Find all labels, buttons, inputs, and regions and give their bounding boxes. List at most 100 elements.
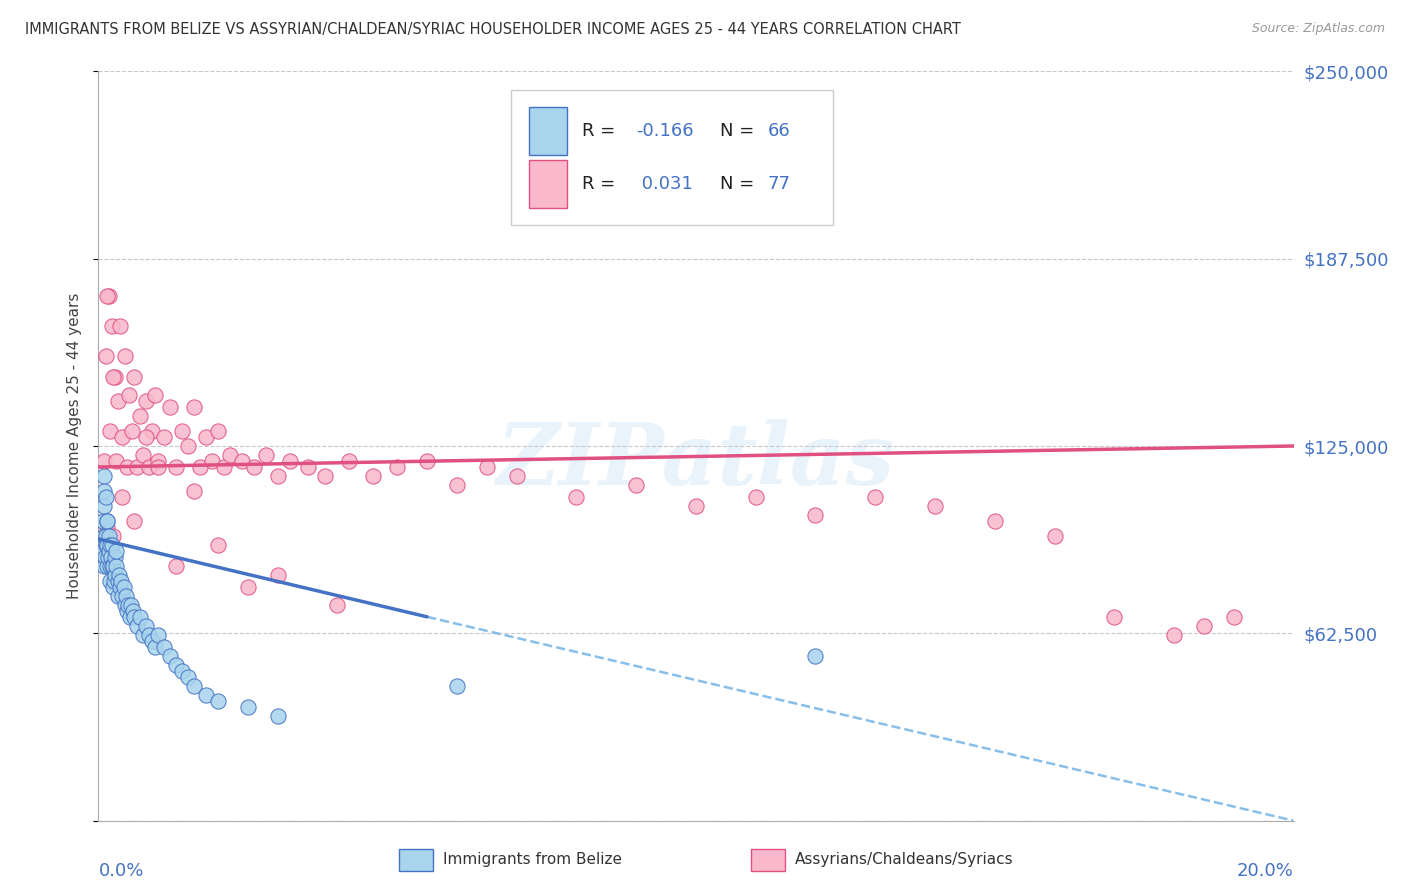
Point	[141, 424, 163, 438]
Point	[107, 589, 129, 603]
Text: Assyrians/Chaldeans/Syriacs: Assyrians/Chaldeans/Syriacs	[794, 853, 1012, 867]
Point	[267, 567, 290, 582]
Point	[104, 567, 127, 582]
Point	[143, 640, 166, 654]
Text: 66: 66	[768, 122, 790, 140]
Point	[98, 558, 121, 573]
Point	[201, 454, 224, 468]
Point	[94, 538, 117, 552]
Point	[100, 319, 122, 334]
FancyBboxPatch shape	[529, 107, 567, 155]
Point	[1192, 619, 1215, 633]
Point	[115, 460, 138, 475]
Point	[159, 648, 181, 663]
Point	[626, 478, 648, 492]
Point	[172, 664, 194, 678]
Point	[107, 394, 129, 409]
Point	[111, 490, 134, 504]
Point	[416, 454, 439, 468]
Point	[207, 424, 229, 438]
Point	[1043, 529, 1066, 543]
Point	[96, 514, 118, 528]
Point	[153, 640, 176, 654]
Point	[104, 370, 127, 384]
Point	[103, 574, 125, 588]
Point	[96, 520, 118, 534]
Text: Immigrants from Belize: Immigrants from Belize	[443, 853, 621, 867]
Point	[446, 679, 468, 693]
Point	[685, 499, 707, 513]
Point	[107, 574, 129, 588]
Point	[1163, 628, 1185, 642]
Point	[98, 538, 122, 552]
Point	[172, 424, 194, 438]
Point	[112, 580, 135, 594]
Point	[153, 430, 176, 444]
Text: -0.166: -0.166	[637, 122, 693, 140]
Point	[212, 460, 235, 475]
Point	[108, 567, 131, 582]
Point	[118, 388, 141, 402]
Point	[326, 598, 349, 612]
Point	[98, 574, 122, 588]
Point	[124, 514, 146, 528]
Y-axis label: Householder Income Ages 25 - 44 years: Householder Income Ages 25 - 44 years	[67, 293, 83, 599]
Text: IMMIGRANTS FROM BELIZE VS ASSYRIAN/CHALDEAN/SYRIAC HOUSEHOLDER INCOME AGES 25 - : IMMIGRANTS FROM BELIZE VS ASSYRIAN/CHALD…	[25, 22, 962, 37]
Point	[138, 460, 160, 475]
Point	[177, 439, 200, 453]
Point	[236, 699, 259, 714]
Point	[94, 549, 117, 564]
Point	[120, 598, 142, 612]
Point	[111, 589, 134, 603]
Point	[97, 529, 120, 543]
Point	[108, 319, 131, 334]
Point	[129, 610, 152, 624]
Text: 0.0%: 0.0%	[98, 862, 143, 880]
Point	[127, 460, 149, 475]
Point	[219, 448, 242, 462]
Point	[804, 648, 827, 663]
Point	[141, 633, 163, 648]
Text: N =: N =	[720, 175, 759, 193]
Point	[122, 604, 145, 618]
Point	[183, 483, 205, 498]
Point	[98, 424, 122, 438]
Point	[148, 628, 170, 642]
Point	[924, 499, 946, 513]
Point	[267, 469, 290, 483]
Point	[132, 628, 155, 642]
Point	[135, 394, 157, 409]
Point	[114, 598, 136, 612]
FancyBboxPatch shape	[751, 849, 785, 871]
Point	[195, 430, 218, 444]
Point	[143, 388, 166, 402]
Point	[96, 529, 118, 543]
Point	[94, 349, 117, 363]
Text: 20.0%: 20.0%	[1237, 862, 1294, 880]
Point	[132, 448, 155, 462]
Point	[124, 370, 146, 384]
Point	[93, 469, 115, 483]
Point	[195, 688, 218, 702]
Point	[254, 448, 277, 462]
Point	[135, 430, 157, 444]
Point	[207, 538, 229, 552]
Point	[94, 490, 117, 504]
Point	[96, 514, 118, 528]
Point	[148, 460, 170, 475]
Point	[138, 628, 160, 642]
Point	[984, 514, 1007, 528]
Point	[110, 574, 132, 588]
Point	[115, 604, 138, 618]
Point	[385, 460, 409, 475]
Point	[363, 469, 385, 483]
Text: 77: 77	[768, 175, 790, 193]
Point	[339, 454, 361, 468]
Point	[114, 349, 136, 363]
Text: R =: R =	[582, 122, 621, 140]
Point	[103, 558, 125, 573]
Point	[127, 619, 149, 633]
Point	[183, 679, 205, 693]
Point	[96, 538, 118, 552]
Point	[97, 549, 120, 564]
